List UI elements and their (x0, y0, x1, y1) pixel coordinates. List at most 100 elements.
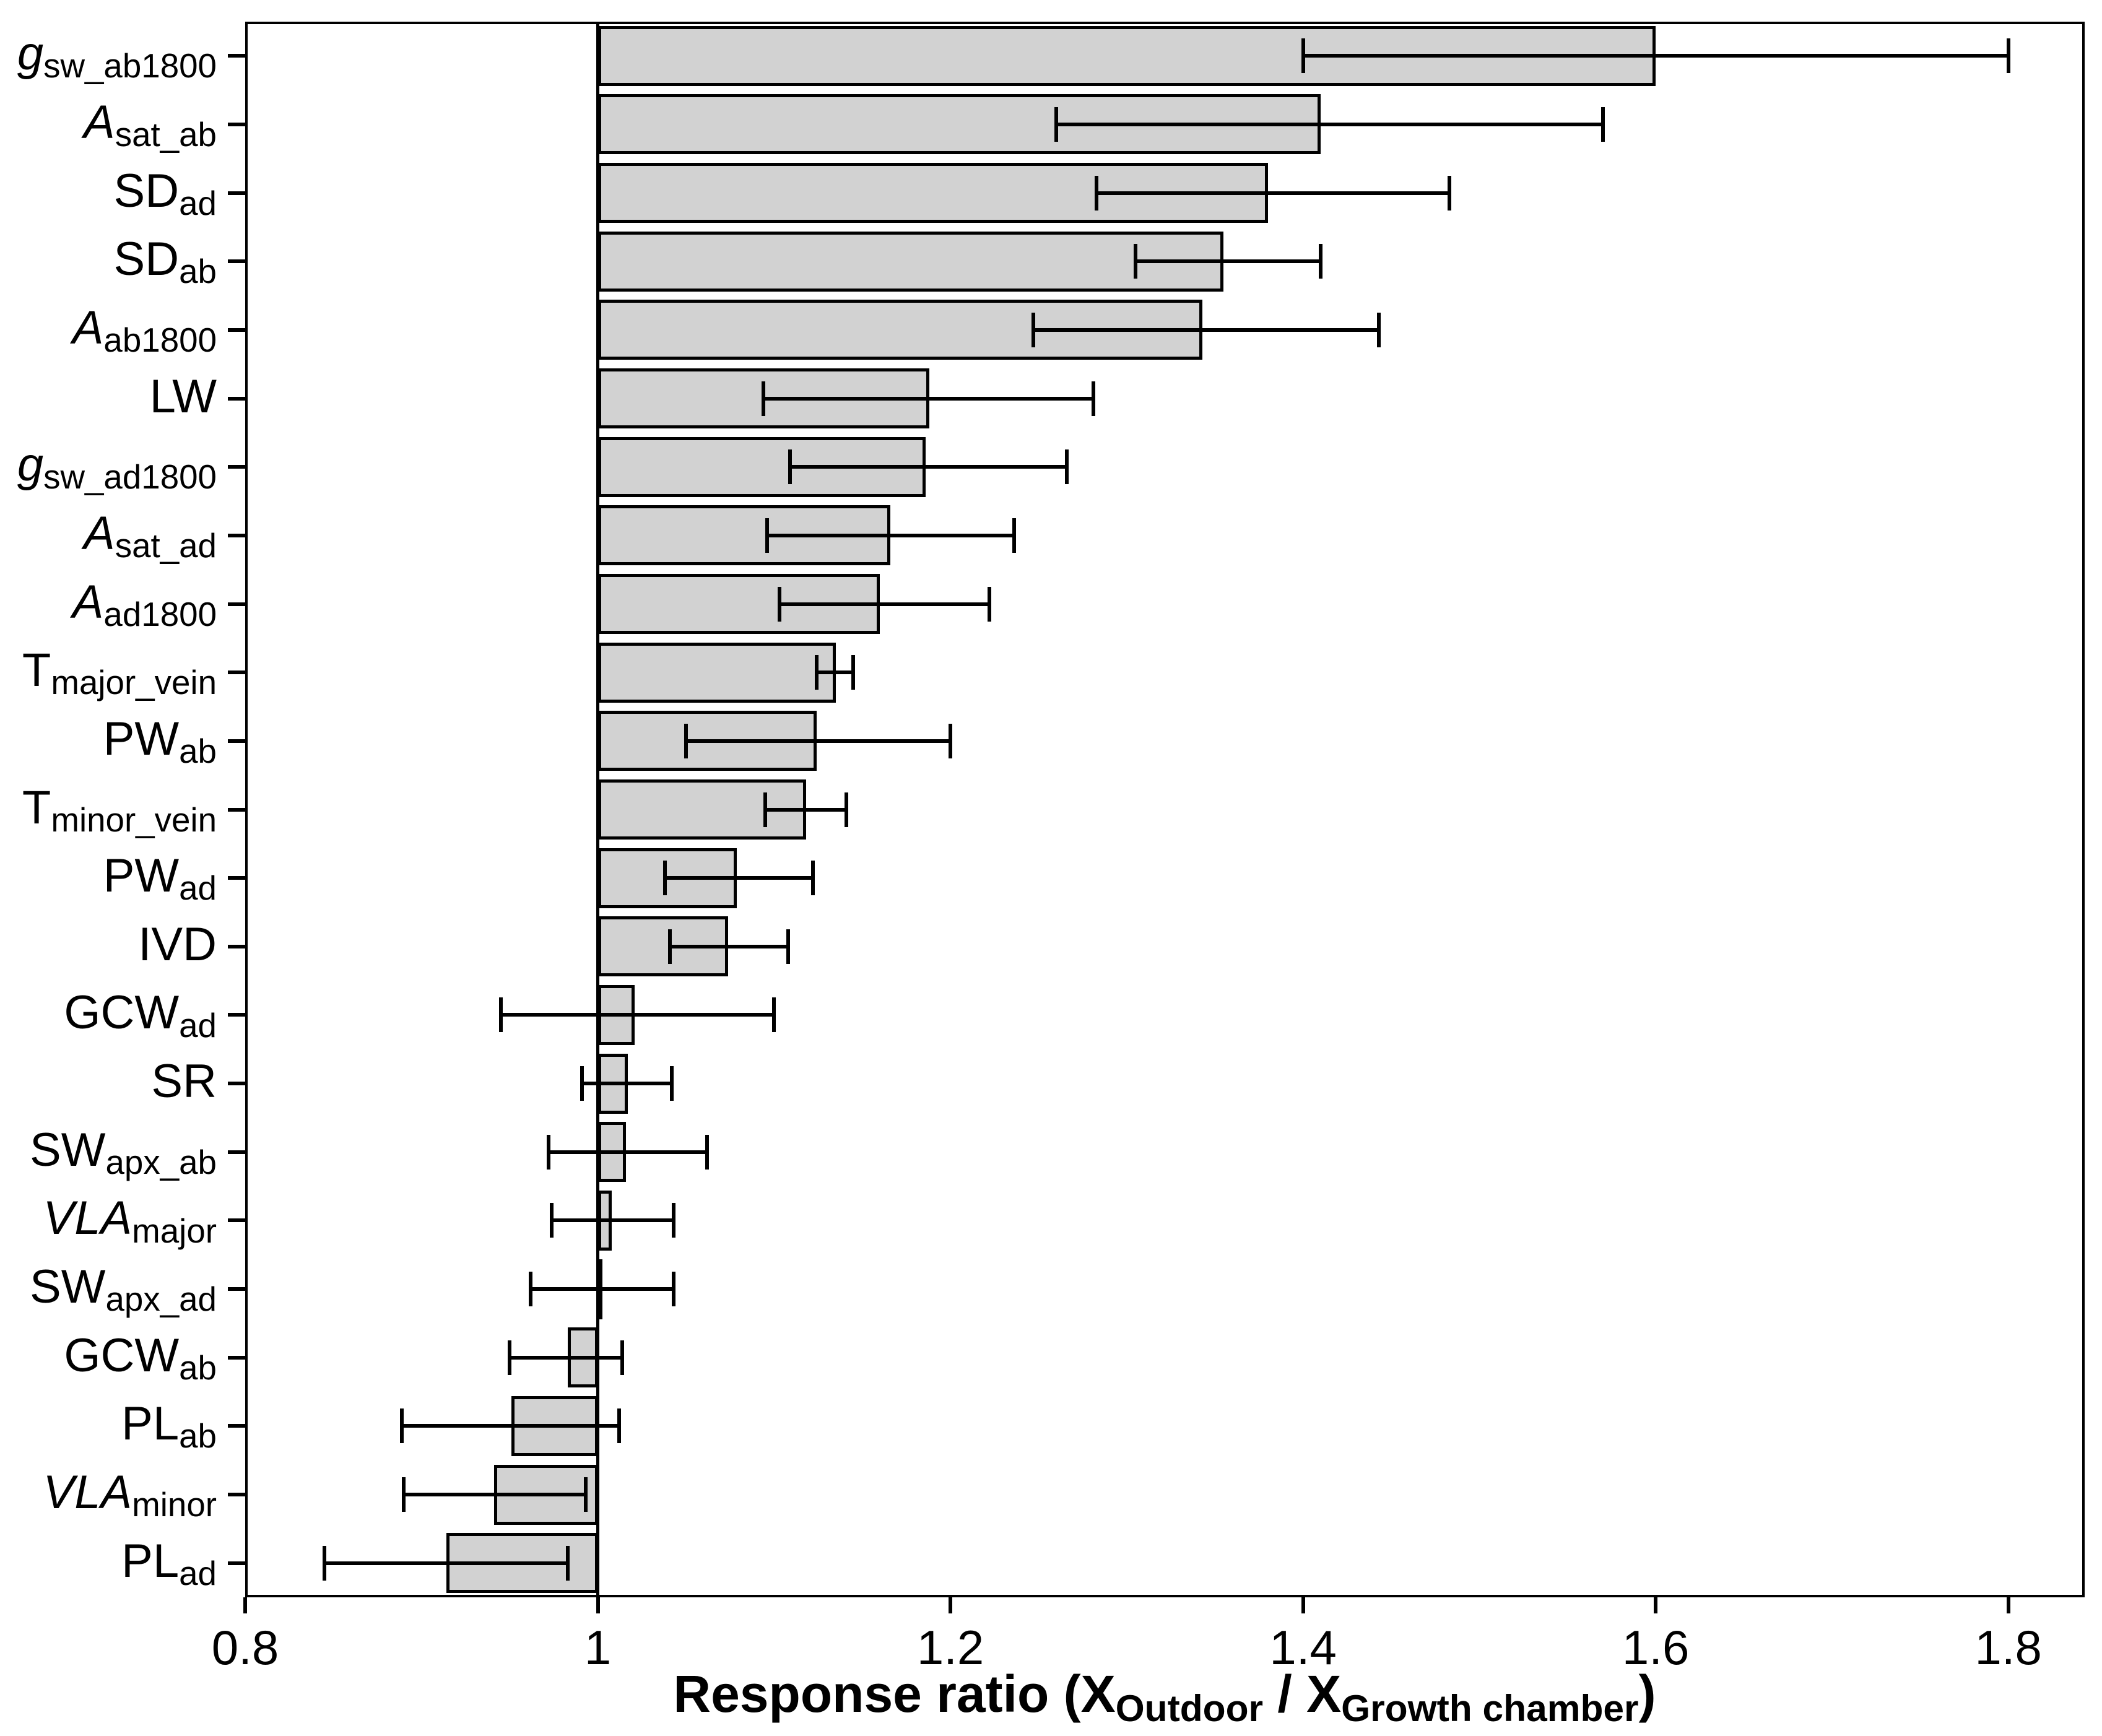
y-tick-SD_ad (228, 191, 245, 195)
label-subscript: apx_ad (105, 1280, 217, 1319)
error-cap-low-PW_ad (662, 861, 667, 896)
label-subscript: ad (179, 183, 217, 222)
x-tick-1.4 (1301, 1597, 1305, 1613)
error-bar-SD_ab (1136, 259, 1321, 264)
y-label-GCW_ad: GCWad (64, 986, 217, 1044)
y-tick-T_minor_vein (228, 807, 245, 812)
error-cap-high-Asat_ad (1012, 518, 1016, 553)
label-subscript: minor (132, 1485, 217, 1524)
y-label-SD_ad: SDad (113, 164, 217, 222)
bar-SD_ab (597, 231, 1224, 292)
label-subscript: Outdoor (1115, 1686, 1264, 1729)
label-subscript: sw_ad1800 (43, 458, 217, 497)
label-subscript: ab (179, 731, 217, 770)
error-cap-low-VLA_major (550, 1203, 554, 1238)
y-label-Asat_ad: Asat_ad (84, 506, 217, 565)
label-subscript: apx_ab (105, 1142, 217, 1181)
error-cap-high-SD_ab (1319, 244, 1323, 279)
y-label-gsw_ad1800: gsw_ad1800 (17, 438, 217, 496)
error-bar-LW (763, 396, 1093, 401)
y-tick-Asat_ab (228, 122, 245, 126)
error-cap-high-Asat_ab (1600, 106, 1605, 142)
y-tick-GCW_ab (228, 1355, 245, 1360)
error-cap-low-VLA_minor (402, 1477, 406, 1512)
x-tick-0.8 (243, 1597, 247, 1613)
y-tick-A_ab1800 (228, 328, 245, 332)
label-text: SD (113, 164, 180, 217)
error-cap-low-T_minor_vein (763, 792, 768, 827)
x-tick-1.8 (2006, 1597, 2010, 1613)
label-text: SW (30, 1123, 106, 1176)
x-tick-label-1.2: 1.2 (916, 1620, 984, 1675)
label-subscript: major (132, 1211, 217, 1250)
label-text: A (84, 95, 115, 149)
error-bar-gsw_ab1800 (1303, 54, 2009, 58)
error-cap-low-GCW_ad (498, 997, 503, 1033)
x-tick-label-1.6: 1.6 (1622, 1620, 1690, 1675)
y-tick-SD_ab (228, 259, 245, 264)
error-bar-A_ab1800 (1033, 328, 1379, 332)
error-bar-gsw_ad1800 (789, 465, 1067, 469)
error-cap-low-PL_ab (400, 1408, 404, 1444)
error-cap-high-SW_apx_ad (671, 1272, 675, 1307)
label-subscript: sw_ab1800 (43, 46, 217, 85)
x-tick-label-1.8: 1.8 (1974, 1620, 2042, 1675)
error-cap-high-SD_ad (1447, 175, 1451, 210)
label-subscript: sat_ad (115, 526, 217, 565)
label-text: VLA (43, 1192, 132, 1245)
error-cap-low-Asat_ab (1054, 106, 1058, 142)
error-cap-high-GCW_ab (620, 1340, 625, 1375)
error-cap-high-VLA_minor (583, 1477, 588, 1512)
x-tick-label-1: 1 (584, 1620, 612, 1675)
error-cap-high-SW_apx_ab (705, 1134, 710, 1170)
y-label-PL_ab: PLab (121, 1397, 217, 1455)
y-tick-GCW_ad (228, 1013, 245, 1017)
y-label-A_ab1800: Aab1800 (72, 301, 217, 359)
label-text: Response ratio (X (673, 1665, 1116, 1723)
error-cap-low-SD_ad (1095, 175, 1099, 210)
y-tick-PL_ab (228, 1424, 245, 1428)
y-label-PL_ad: PLad (121, 1534, 217, 1592)
label-text: ) (1638, 1665, 1656, 1723)
label-subscript: major_vein (51, 663, 217, 702)
error-bar-SR (581, 1082, 672, 1086)
error-cap-high-IVD (786, 929, 791, 964)
x-axis-title: Response ratio (XOutdoor / XGrowth chamb… (673, 1664, 1656, 1729)
error-cap-high-PW_ad (810, 861, 815, 896)
error-cap-low-SD_ab (1134, 244, 1138, 279)
x-tick-1.2 (949, 1597, 953, 1613)
y-tick-LW (228, 396, 245, 401)
error-cap-low-Asat_ad (765, 518, 769, 553)
error-cap-high-PW_ab (949, 723, 953, 758)
y-label-SR: SR (151, 1054, 217, 1108)
label-subscript: ab1800 (103, 321, 217, 360)
y-tick-T_major_vein (228, 671, 245, 675)
y-tick-VLA_minor (228, 1493, 245, 1497)
y-tick-SW_apx_ad (228, 1287, 245, 1291)
error-cap-high-A_ad1800 (987, 586, 991, 622)
error-cap-low-A_ab1800 (1031, 312, 1035, 347)
label-text: A (84, 506, 115, 560)
error-bar-Asat_ad (767, 533, 1014, 537)
label-text: T (22, 781, 51, 834)
label-text: GCW (64, 986, 180, 1039)
error-cap-low-GCW_ab (508, 1340, 512, 1375)
label-subscript: ab (179, 252, 217, 291)
error-bar-T_major_vein (816, 671, 854, 675)
error-cap-low-A_ad1800 (777, 586, 781, 622)
y-label-LW: LW (150, 370, 217, 423)
label-text: g (17, 27, 44, 80)
error-bar-SD_ad (1097, 191, 1449, 195)
error-bar-PW_ab (685, 739, 951, 743)
error-cap-high-SR (670, 1066, 674, 1101)
x-tick-1 (596, 1597, 600, 1613)
error-bar-VLA_minor (404, 1493, 586, 1497)
y-tick-A_ad1800 (228, 602, 245, 606)
error-cap-low-gsw_ab1800 (1301, 38, 1305, 74)
error-bar-SW_apx_ab (548, 1150, 708, 1154)
label-subscript: ad (179, 869, 217, 908)
y-tick-PL_ad (228, 1561, 245, 1565)
label-subscript: ab (179, 1417, 217, 1456)
label-text: GCW (64, 1329, 180, 1382)
label-subscript: ad (179, 1553, 217, 1592)
